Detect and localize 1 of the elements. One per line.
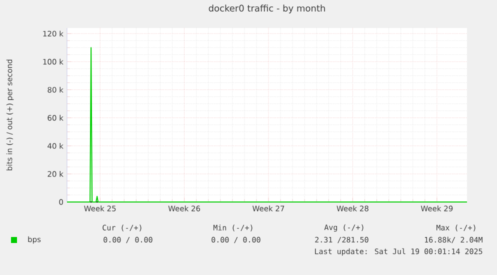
chart-title: docker0 traffic - by month <box>208 4 325 14</box>
